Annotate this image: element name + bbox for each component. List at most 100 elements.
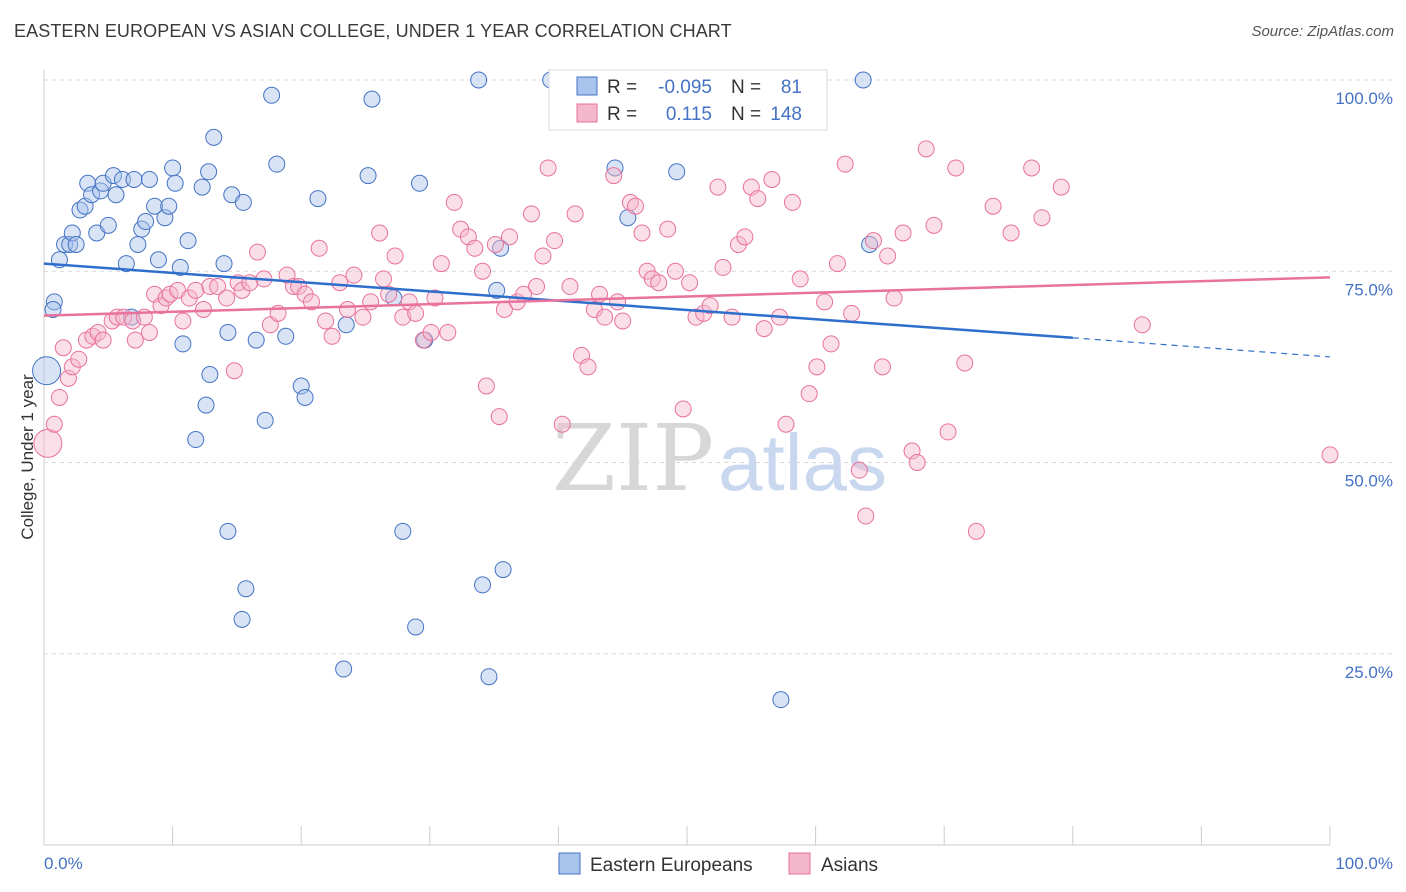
eastern-european-point xyxy=(268,155,286,173)
asian-point xyxy=(701,297,719,315)
eastern-european-point xyxy=(44,301,62,318)
asian-point xyxy=(317,312,335,330)
legend-n-label-0: N = xyxy=(731,77,761,98)
asian-point xyxy=(345,266,363,284)
watermark: ZIP atlas xyxy=(552,405,887,512)
asian-point xyxy=(879,247,897,265)
asian-point xyxy=(126,331,144,349)
bottom-legend-swatch-eastern-europeans[interactable] xyxy=(558,852,581,875)
asian-point xyxy=(816,293,834,311)
legend-n-value-1: 148 xyxy=(770,104,802,125)
trend-line-eastern-europeans-extrapolated xyxy=(1072,337,1331,358)
eastern-european-point xyxy=(83,186,101,204)
asian-point xyxy=(1321,446,1339,464)
eastern-european-point xyxy=(494,561,512,579)
asian-point xyxy=(659,220,677,238)
eastern-european-point xyxy=(63,224,81,242)
asian-point xyxy=(873,358,891,376)
eastern-european-point xyxy=(129,235,147,253)
eastern-european-point xyxy=(470,71,488,89)
asian-point xyxy=(426,289,444,307)
eastern-european-point xyxy=(179,232,197,250)
asian-point xyxy=(857,507,875,525)
asian-point xyxy=(681,274,699,292)
asian-point xyxy=(70,350,88,368)
eastern-european-point xyxy=(772,691,790,709)
eastern-european-point xyxy=(474,576,492,594)
eastern-european-point xyxy=(164,159,182,177)
chart-title: EASTERN EUROPEAN VS ASIAN COLLEGE, UNDER… xyxy=(14,21,732,41)
asian-point xyxy=(633,224,651,242)
eastern-european-point xyxy=(359,167,377,185)
asian-point xyxy=(310,239,328,257)
bottom-legend-label-eastern-europeans[interactable]: Eastern Europeans xyxy=(590,855,753,876)
asian-point xyxy=(323,327,341,345)
asian-point xyxy=(709,178,727,196)
trend-line-asians xyxy=(43,276,1331,317)
eastern-european-point xyxy=(99,216,117,234)
asian-point xyxy=(528,278,546,296)
asian-point xyxy=(546,232,564,250)
asian-point xyxy=(561,278,579,296)
eastern-european-point xyxy=(363,90,381,108)
eastern-european-point xyxy=(67,235,85,253)
asian-point xyxy=(836,155,854,173)
eastern-european-point xyxy=(201,366,219,384)
source-label: Source: ZipAtlas.com xyxy=(1251,23,1394,40)
asian-point xyxy=(486,235,504,253)
asian-point xyxy=(33,428,63,458)
asian-point xyxy=(723,308,741,326)
eastern-european-point xyxy=(237,580,255,598)
asian-point xyxy=(1052,178,1070,196)
y-tick-label: 50.0% xyxy=(1345,472,1393,491)
x-tick-label-max: 100.0% xyxy=(1335,854,1393,873)
bottom-legend-label-asians[interactable]: Asians xyxy=(821,855,878,876)
eastern-european-point xyxy=(292,377,310,395)
eastern-european-point xyxy=(113,170,131,188)
asian-point xyxy=(1002,224,1020,242)
eastern-european-point xyxy=(133,220,151,238)
asian-point xyxy=(614,312,632,330)
asian-point xyxy=(362,293,380,311)
series-eastern-europeans xyxy=(32,71,879,709)
y-tick-label: 25.0% xyxy=(1345,663,1393,682)
asian-point xyxy=(687,308,705,326)
eastern-european-point xyxy=(197,396,215,414)
asian-point xyxy=(956,354,974,372)
asian-point xyxy=(474,262,492,280)
asian-point xyxy=(522,205,540,223)
eastern-european-point xyxy=(407,618,425,636)
asian-point xyxy=(380,285,398,303)
grid-lines xyxy=(44,79,1392,655)
watermark-zip: ZIP xyxy=(552,405,714,512)
legend-n-label-1: N = xyxy=(731,104,761,125)
eastern-european-point xyxy=(107,186,125,204)
asian-point xyxy=(445,193,463,211)
eastern-european-point xyxy=(140,170,158,188)
asian-point xyxy=(791,270,809,288)
asian-point xyxy=(59,369,77,387)
asian-point xyxy=(627,197,645,215)
stats-legend: R = -0.095 N = 81 R = 0.115 N = 148 xyxy=(548,69,828,131)
asian-point xyxy=(650,274,668,292)
asian-point xyxy=(605,167,623,185)
eastern-european-point xyxy=(337,316,355,334)
eastern-european-point xyxy=(117,255,135,273)
asian-point xyxy=(850,461,868,479)
asian-point xyxy=(763,170,781,188)
eastern-european-point xyxy=(296,388,314,406)
asian-point xyxy=(808,358,826,376)
asian-point xyxy=(534,247,552,265)
asian-point xyxy=(394,308,412,326)
asian-point xyxy=(209,278,227,296)
eastern-european-point xyxy=(156,209,174,227)
bottom-legend-swatch-asians[interactable] xyxy=(788,852,811,875)
eastern-european-point xyxy=(174,335,192,353)
asian-point xyxy=(939,423,957,441)
asian-point xyxy=(161,285,179,303)
eastern-european-point xyxy=(149,251,167,269)
asian-point xyxy=(174,312,192,330)
asian-point xyxy=(967,522,985,540)
asian-point xyxy=(894,224,912,242)
asian-point xyxy=(187,281,205,299)
